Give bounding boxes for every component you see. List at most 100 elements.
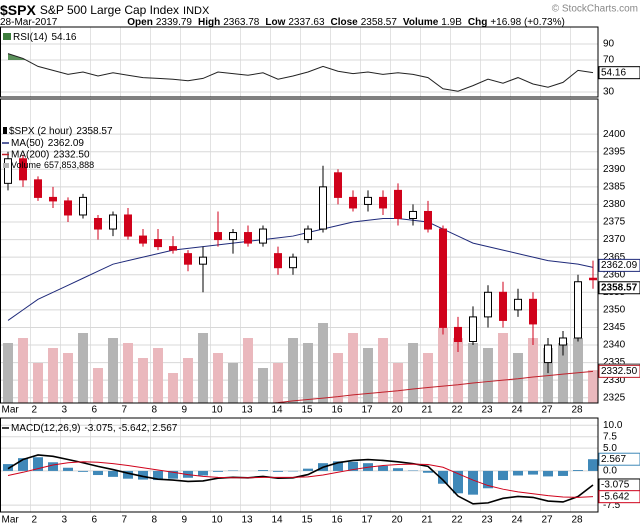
candle-body <box>19 158 27 181</box>
macd-title: MACD(12,26,9) -3.075, -5.642, 2.567 <box>11 423 178 434</box>
candle-body <box>379 196 387 209</box>
candle-body <box>334 172 342 198</box>
ma-value: 2332.50 <box>53 149 90 160</box>
volume-bar <box>18 338 28 403</box>
x-tick-label: Mar <box>2 405 20 416</box>
candle-body <box>289 256 297 269</box>
x-tick-label: 3 <box>62 515 68 526</box>
legend-icon <box>3 33 11 40</box>
volume-bar <box>438 328 448 403</box>
x-tick-label: 8 <box>152 405 158 416</box>
price-value: 2358.57 <box>76 126 113 137</box>
y-tick-label: 7.5 <box>603 431 617 442</box>
candle-body <box>589 277 597 281</box>
header-title: $SPX S&P 500 Large Cap Index INDX <box>0 2 210 18</box>
candle-body <box>169 246 177 251</box>
histogram-bar <box>438 470 448 484</box>
candle-body <box>229 232 237 241</box>
histogram-bar <box>18 458 28 471</box>
candle-body <box>484 291 492 318</box>
histogram-bar <box>543 470 553 477</box>
histogram-bar <box>63 467 73 471</box>
volume-bar <box>288 338 298 403</box>
candle-body <box>259 228 267 244</box>
value-box-label: 2358.57 <box>601 282 638 293</box>
volume-bar <box>213 353 223 403</box>
header-stats: 28-Mar-2017 Open 2339.79 High 2363.78 Low 2337… <box>0 17 565 28</box>
x-tick-label: 9 <box>182 405 188 416</box>
volume-bar <box>498 333 508 403</box>
stat-value: 1.9B <box>441 17 462 28</box>
candle-body <box>214 232 222 241</box>
histogram-bar <box>33 457 43 471</box>
volume-bar <box>423 353 433 403</box>
y-tick-label: 30 <box>603 87 615 98</box>
candle-body <box>319 186 327 230</box>
x-tick-label: 14 <box>272 405 284 416</box>
stat-label: Chg <box>468 17 487 28</box>
volume-bar <box>588 370 598 403</box>
volume-bar <box>363 348 373 403</box>
y-tick-label: 2375 <box>603 217 626 228</box>
value-box-label: 2.567 <box>601 454 626 465</box>
x-tick-label: 27 <box>542 515 554 526</box>
volume-bar <box>558 343 568 403</box>
histogram-bar <box>258 470 268 471</box>
ma-name: MA(200) <box>11 149 49 160</box>
x-tick-label: 10 <box>212 515 224 526</box>
volume-bar <box>63 353 73 403</box>
histogram-bar <box>123 470 133 479</box>
x-tick-label: 15 <box>302 405 314 416</box>
candle-body <box>409 210 417 219</box>
histogram-bar <box>588 459 598 471</box>
y-tick-label: 2330 <box>603 375 626 386</box>
x-tick-label: 6 <box>92 405 98 416</box>
price-legend: $SPX (2 hour) 2358.57 <box>9 126 113 137</box>
value-box-label: 2332.50 <box>601 366 638 377</box>
histogram-bar <box>483 470 493 489</box>
x-tick-label: 20 <box>392 405 404 416</box>
candle-body <box>124 214 132 237</box>
candle-body <box>439 228 447 328</box>
candle-body <box>154 239 162 248</box>
stat-label: Volume <box>403 17 439 28</box>
histogram-bar <box>108 470 118 477</box>
y-tick-label: 2385 <box>603 182 626 193</box>
volume-bar <box>168 373 178 403</box>
line <box>7 53 594 92</box>
volume-bar <box>33 363 43 403</box>
x-tick-label: 3 <box>62 405 68 416</box>
volume-bar <box>258 368 268 403</box>
source: © StockCharts.com <box>552 4 638 15</box>
volume-bar <box>243 338 253 403</box>
candle-body <box>499 291 507 321</box>
histogram-bar <box>78 470 88 472</box>
stat-value: 2358.57 <box>361 17 398 28</box>
volume-bar <box>78 333 88 403</box>
legend-icon <box>3 163 9 168</box>
candle-body <box>4 158 12 184</box>
y-tick-label: 2335 <box>603 357 626 368</box>
candle-body <box>139 235 147 244</box>
volume-bar <box>333 353 343 403</box>
histogram-bar <box>348 461 358 471</box>
histogram-bar <box>558 470 568 476</box>
x-tick-label: 8 <box>152 515 158 526</box>
volume-bar <box>183 358 193 403</box>
exchange: INDX <box>183 5 210 17</box>
x-tick-label: 21 <box>422 515 434 526</box>
histogram-bar <box>573 470 583 471</box>
x-tick-label: 21 <box>422 405 434 416</box>
x-tick-label: 16 <box>332 515 344 526</box>
volume-bar <box>483 348 493 403</box>
line <box>268 370 594 403</box>
rsi-panel <box>0 27 598 97</box>
volume-name: Volume <box>11 160 41 170</box>
panel-frame <box>0 98 599 404</box>
y-tick-label: 2365 <box>603 252 626 263</box>
candle-body <box>184 253 192 265</box>
histogram-bar <box>153 470 163 481</box>
candle-body <box>49 196 57 202</box>
panel-frame <box>0 26 599 98</box>
volume-bar <box>228 363 238 403</box>
